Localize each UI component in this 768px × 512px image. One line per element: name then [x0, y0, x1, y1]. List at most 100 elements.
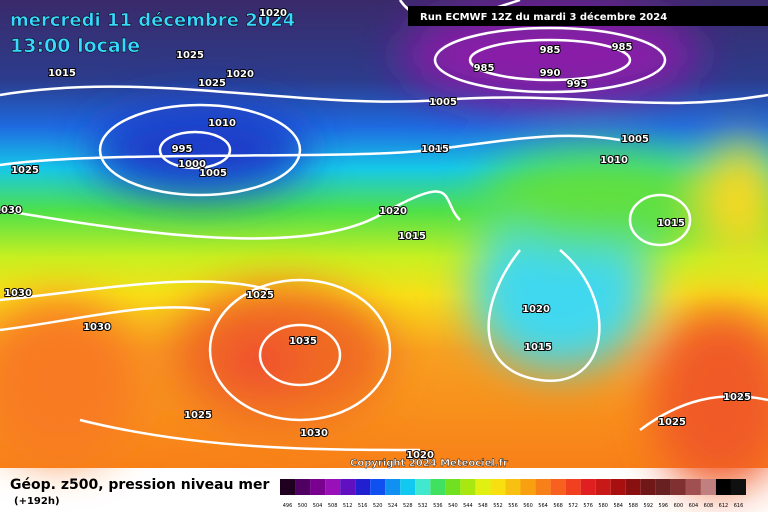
isobar-label: 1030	[0, 205, 22, 216]
colorbar-label: 572	[568, 503, 578, 509]
colorbar-label: 592	[644, 503, 654, 509]
colorbar-swatch	[595, 479, 611, 495]
colorbar-label: 528	[403, 503, 413, 509]
colorbar-label: 568	[553, 503, 563, 509]
colorbar-label: 544	[463, 503, 473, 509]
date: mercredi 11 décembre 2024	[10, 10, 295, 31]
isobar-label: 1020	[522, 304, 550, 315]
colorbar-swatch	[400, 479, 416, 495]
colorbar-swatch	[520, 479, 536, 495]
colorbar-label: 580	[598, 503, 608, 509]
colorbar-label: 512	[343, 503, 353, 509]
colorbar-label: 532	[418, 503, 428, 509]
colorbar-label: 548	[478, 503, 488, 509]
isobar-label: 1015	[421, 144, 449, 155]
colorbar-label: 552	[493, 503, 503, 509]
isobar-label: 1010	[208, 118, 236, 129]
isobar-label: 995	[172, 144, 193, 155]
isobar-label: 1020	[379, 206, 407, 217]
colorbar-swatch	[475, 479, 491, 495]
colorbar-swatch	[505, 479, 521, 495]
colorbar-label: 536	[433, 503, 443, 509]
colorbar-label: 508	[328, 503, 338, 509]
colorbar-swatch	[325, 479, 341, 495]
isobar-label: 1025	[198, 78, 226, 89]
colorbar-label: 588	[628, 503, 638, 509]
isobar-label: 1025	[184, 410, 212, 421]
colorbar-swatch	[460, 479, 476, 495]
isobar-label: 1025	[11, 165, 39, 176]
colorbar-label: 520	[373, 503, 383, 509]
colorbar-label: 560	[523, 503, 533, 509]
colorbar-label: 612	[719, 503, 729, 509]
colorbar-swatch	[535, 479, 551, 495]
colorbar-swatch	[565, 479, 581, 495]
isobar-label: 1030	[4, 288, 32, 299]
isobar-label: 1025	[723, 392, 751, 403]
isobar-label: 1025	[658, 417, 686, 428]
time: 13:00 locale	[10, 35, 140, 57]
lead-time: (+192h)	[14, 496, 60, 507]
isobar-label: 1025	[176, 50, 204, 61]
isobar-label: 985	[612, 42, 633, 53]
colorbar-label: 516	[358, 503, 368, 509]
colorbar: 496 500 504 508 512 516 520 524 528 532 536 540 544 5…	[280, 479, 746, 509]
colorbar-swatch	[640, 479, 656, 495]
isobar-label: 1015	[398, 231, 426, 242]
footer-title: Géop. z500, pression niveau mer	[10, 477, 269, 493]
colorbar-label: 556	[508, 503, 518, 509]
isobar-label: 1020	[259, 8, 287, 19]
colorbar-swatch	[295, 479, 311, 495]
isobar-label: 1005	[621, 134, 649, 145]
colorbar-swatch	[550, 479, 566, 495]
isobar-label: 1020	[406, 450, 434, 461]
colorbar-swatch	[715, 479, 731, 495]
colorbar-swatch	[700, 479, 716, 495]
isobar-label: 1025	[246, 290, 274, 301]
isobar-label: 1020	[226, 69, 254, 80]
colorbar-swatch	[580, 479, 596, 495]
colorbar-swatch	[625, 479, 641, 495]
colorbar-swatch	[610, 479, 626, 495]
isobar-label: 1030	[83, 322, 111, 333]
colorbar-swatch	[355, 479, 371, 495]
colorbar-swatch	[490, 479, 506, 495]
colorbar-label: 500	[298, 503, 308, 509]
colorbar-label: 608	[704, 503, 714, 509]
map-field	[0, 0, 768, 490]
colorbar-label: 576	[583, 503, 593, 509]
colorbar-swatch	[385, 479, 401, 495]
colorbar-swatch	[655, 479, 671, 495]
colorbar-swatch	[280, 479, 296, 495]
colorbar-label: 604	[689, 503, 699, 509]
isobar-label: 1005	[429, 97, 457, 108]
isobar-label: 1005	[199, 168, 227, 179]
colorbar-swatch	[730, 479, 746, 495]
colorbar-swatch	[685, 479, 701, 495]
isobar-label: 995	[567, 79, 588, 90]
isobar-label: 1015	[48, 68, 76, 79]
isobar-label: 985	[474, 63, 495, 74]
isobar-label: 985	[540, 45, 561, 56]
isobar-label: 990	[540, 68, 561, 79]
colorbar-swatch	[370, 479, 386, 495]
colorbar-swatch	[445, 479, 461, 495]
copyright: Copyright 2024 Meteociel.fr	[350, 458, 508, 469]
colorbar-label: 616	[734, 503, 744, 509]
colorbar-swatch	[415, 479, 431, 495]
isobar-label: 1010	[600, 155, 628, 166]
run-info: Run ECMWF 12Z du mardi 3 décembre 2024	[420, 11, 667, 23]
isobar-label: 1000	[178, 159, 206, 170]
isobar-label: 1030	[300, 428, 328, 439]
colorbar-swatch	[670, 479, 686, 495]
colorbar-swatch	[340, 479, 356, 495]
colorbar-label: 524	[388, 503, 398, 509]
colorbar-label: 600	[674, 503, 684, 509]
isobar-label: 1035	[289, 336, 317, 347]
colorbar-label: 596	[659, 503, 669, 509]
colorbar-label: 496	[283, 503, 293, 509]
colorbar-label: 504	[313, 503, 323, 509]
isobar-label: 1015	[657, 218, 685, 229]
